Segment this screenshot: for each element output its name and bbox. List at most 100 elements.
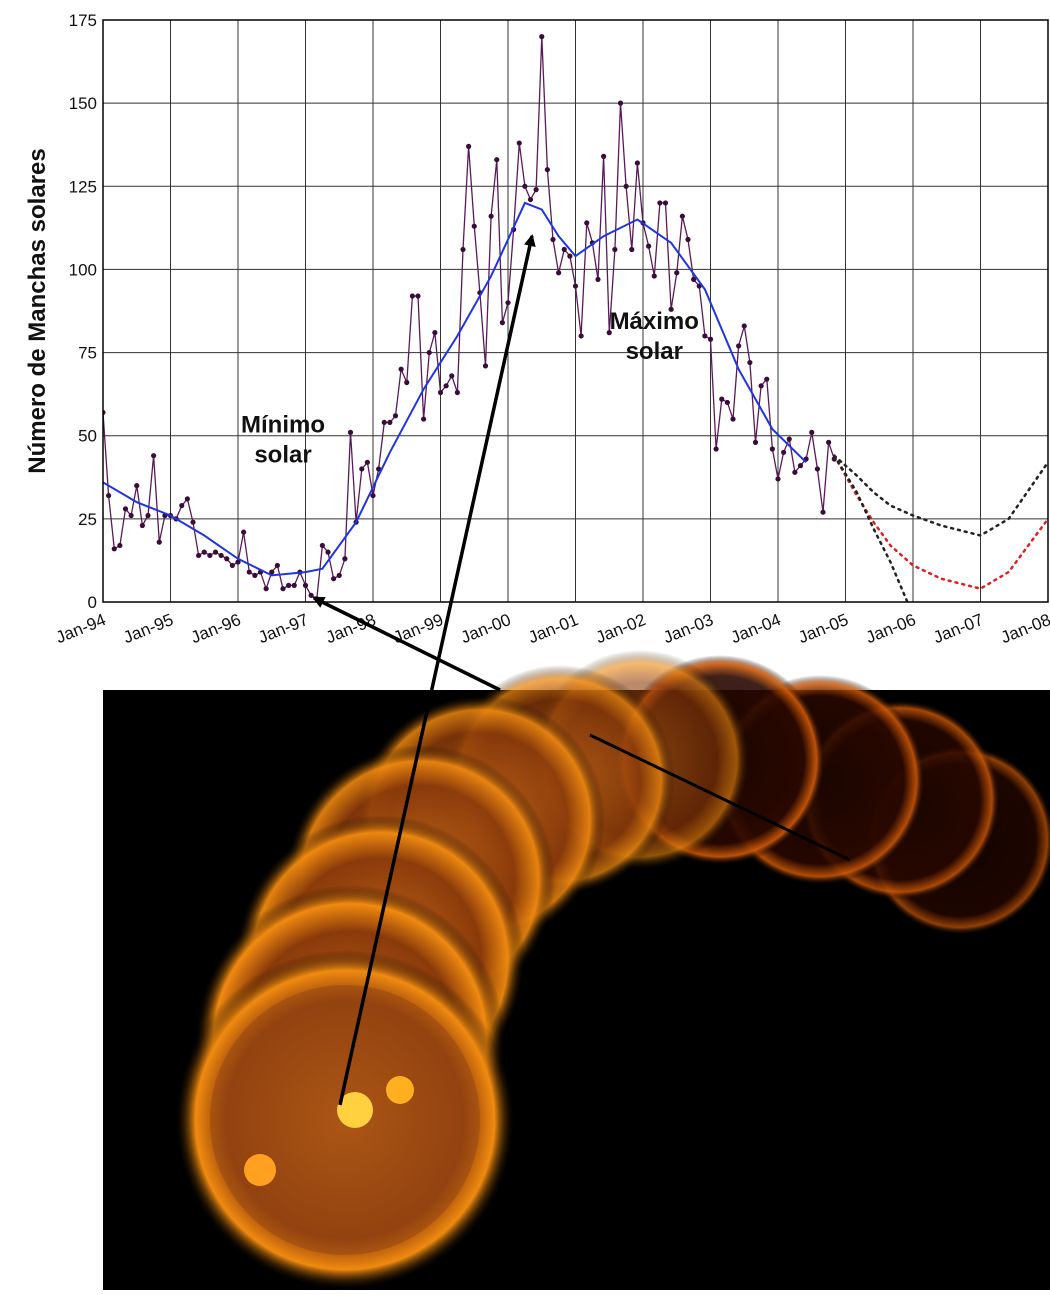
- x-tick-label: Jan-08: [998, 610, 1050, 647]
- data-point: [781, 449, 787, 455]
- data-point: [466, 143, 472, 149]
- data-point: [634, 160, 640, 166]
- data-point: [241, 529, 247, 535]
- data-point: [758, 383, 764, 389]
- data-point: [134, 483, 140, 489]
- data-point: [606, 330, 612, 336]
- data-point: [454, 389, 460, 396]
- data-point: [184, 496, 190, 502]
- x-tick-label: Jan-03: [661, 610, 716, 647]
- data-point: [719, 396, 725, 402]
- y-tick-label: 75: [78, 344, 97, 363]
- data-point: [797, 463, 804, 469]
- data-point: [387, 419, 393, 426]
- data-point: [437, 389, 444, 396]
- data-point: [359, 466, 365, 472]
- y-tick-label: 175: [69, 11, 97, 30]
- data-point: [381, 419, 387, 426]
- data-point: [550, 236, 556, 243]
- data-point: [426, 349, 432, 356]
- data-point: [218, 552, 224, 559]
- x-tick-label: Jan-95: [121, 610, 176, 647]
- data-point: [707, 336, 714, 342]
- x-tick-label: Jan-01: [526, 610, 581, 647]
- data-point: [229, 562, 235, 569]
- data-point: [409, 293, 415, 299]
- data-point: [342, 556, 348, 562]
- data-point: [449, 373, 455, 379]
- data-point: [376, 466, 382, 472]
- data-point: [601, 153, 607, 159]
- data-point: [567, 253, 573, 259]
- data-point: [139, 522, 145, 529]
- data-point: [471, 223, 477, 229]
- data-point: [347, 429, 354, 435]
- data-point: [775, 476, 781, 482]
- data-point: [561, 246, 567, 253]
- data-point: [106, 492, 112, 499]
- data-point: [730, 416, 736, 422]
- data-point: [691, 276, 697, 283]
- data-point: [556, 270, 562, 276]
- data-point: [443, 383, 449, 389]
- data-point: [319, 542, 325, 549]
- data-point: [623, 183, 629, 189]
- x-tick-label: Jan-05: [796, 610, 851, 647]
- x-tick-label: Jan-94: [53, 610, 108, 647]
- data-point: [246, 569, 252, 575]
- data-point: [685, 236, 691, 243]
- data-point: [274, 562, 280, 569]
- data-point: [179, 502, 185, 509]
- data-point: [280, 586, 286, 592]
- data-point: [302, 582, 309, 588]
- data-point: [364, 459, 370, 465]
- data-point: [482, 363, 489, 369]
- data-point: [122, 506, 129, 512]
- data-point: [769, 446, 775, 452]
- data-point: [331, 576, 337, 582]
- data-point: [741, 323, 747, 329]
- y-tick-label: 25: [78, 510, 97, 529]
- data-point: [668, 306, 674, 312]
- series-line: [103, 201, 807, 577]
- y-tick-label: 100: [69, 260, 97, 279]
- data-point: [792, 469, 798, 475]
- data-point: [212, 549, 219, 555]
- data-point: [826, 439, 832, 445]
- data-point: [679, 213, 685, 219]
- x-tick-label: Jan-06: [863, 610, 918, 647]
- data-point: [544, 167, 550, 173]
- data-point: [190, 519, 196, 525]
- y-tick-label: 0: [88, 593, 97, 612]
- y-tick-label: 150: [69, 94, 97, 113]
- data-point: [578, 333, 584, 339]
- data-point: [572, 283, 579, 289]
- y-tick-label: 125: [69, 177, 97, 196]
- annotation: Mínimo: [241, 411, 325, 438]
- data-point: [584, 220, 590, 226]
- data-point: [747, 359, 753, 366]
- data-point: [460, 246, 466, 253]
- y-axis-label: Número de Manchas solares: [24, 148, 51, 473]
- data-point: [539, 34, 545, 40]
- data-point: [724, 399, 730, 406]
- data-point: [421, 416, 427, 422]
- data-point: [224, 556, 230, 562]
- data-point: [651, 273, 657, 279]
- x-tick-label: Jan-00: [458, 610, 513, 647]
- data-point: [336, 572, 342, 578]
- data-point: [392, 413, 399, 419]
- series-line: [833, 454, 1048, 591]
- data-point: [527, 196, 534, 203]
- y-tick-label: 50: [78, 427, 97, 446]
- data-point: [533, 187, 539, 193]
- data-point: [207, 552, 213, 559]
- data-point: [291, 582, 297, 588]
- data-point: [156, 539, 162, 545]
- sun-image: [103, 650, 1050, 1290]
- data-point: [516, 140, 522, 146]
- x-tick-label: Jan-07: [931, 610, 986, 647]
- data-point: [286, 582, 292, 588]
- data-point: [111, 546, 117, 552]
- data-point: [814, 466, 820, 472]
